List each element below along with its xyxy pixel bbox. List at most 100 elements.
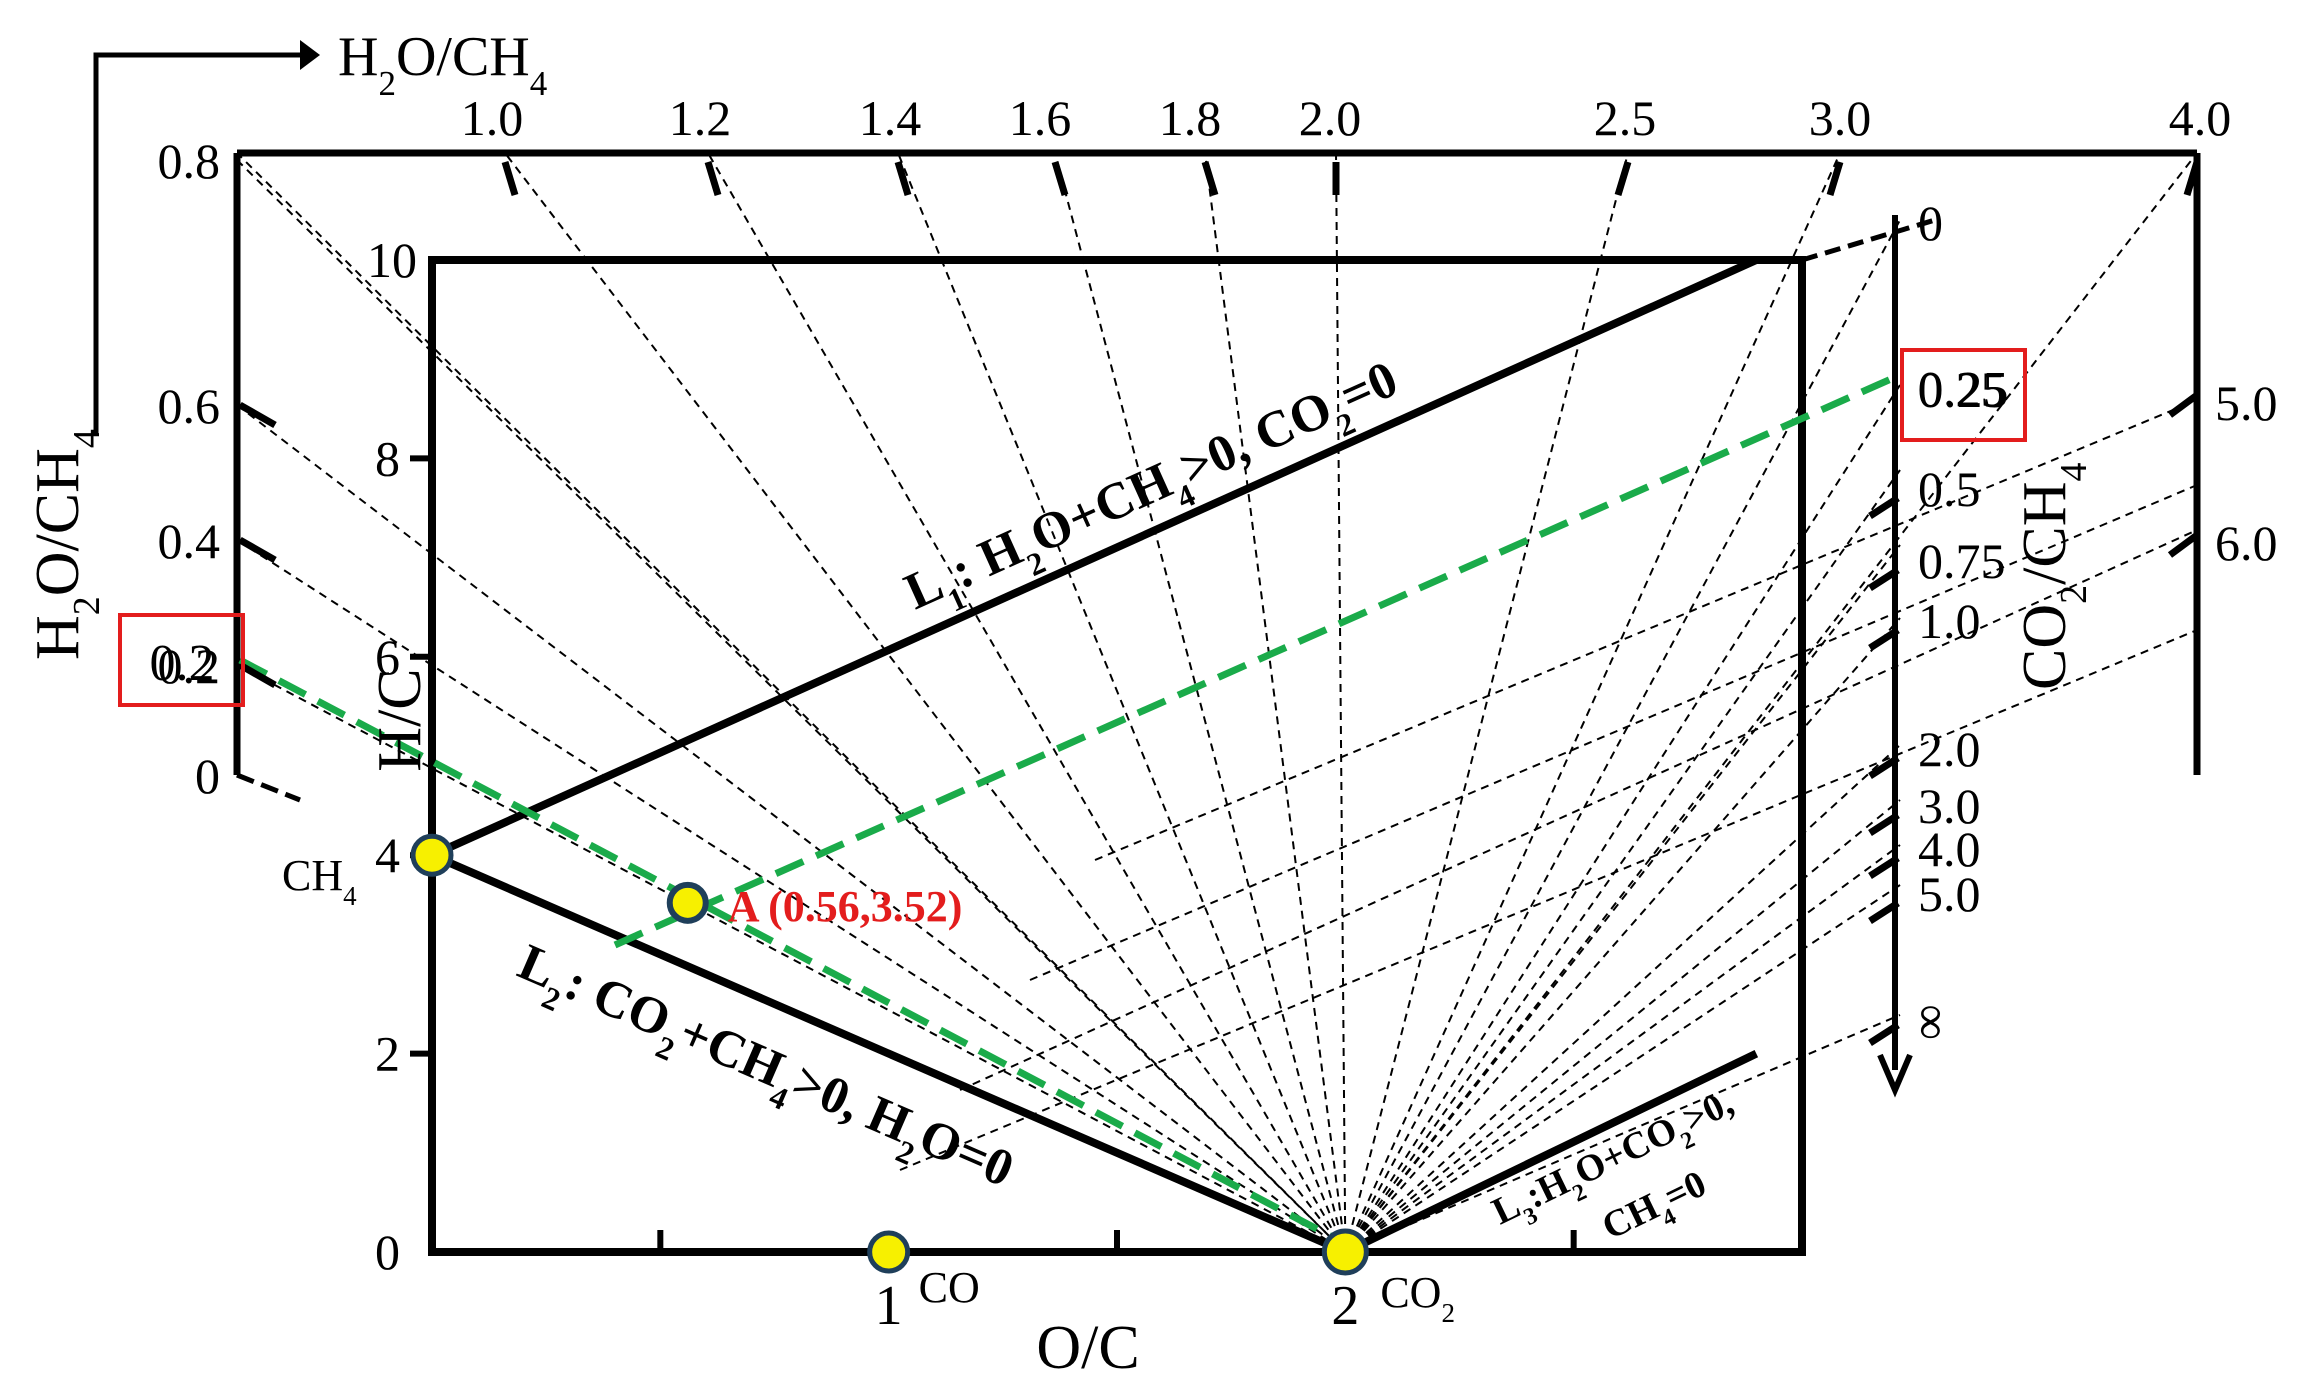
co2-tick-label: ∞ [1900, 1004, 1956, 1040]
fan-line [897, 152, 1347, 1253]
co2-ch4-axis: 0 0.25 0.5 0.751.0 2.03.04.05.0 ∞ CO2/CH4 [1868, 195, 2095, 1098]
top-tick-mark [894, 160, 912, 197]
highlight-value-h2o: 0.2 [150, 635, 215, 692]
fan-line [236, 404, 1346, 1253]
co2-tick-mark [1868, 812, 1900, 836]
line-label-L1: L1: H2O+CH4>0, CO2=0 [897, 351, 1412, 633]
h2o-ch4-axis-label: H2O/CH4 [24, 429, 108, 660]
boundary-lines [430, 256, 1759, 1256]
left-tick-label: 0.2 [158, 638, 221, 694]
plot-border [428, 256, 1806, 1256]
co2-tick-mark [1868, 900, 1900, 924]
fan-line [1344, 469, 1901, 1253]
fan-line [1344, 152, 2198, 1253]
h2o-ch4-arrow-label: H2O/CH4 [338, 26, 547, 103]
fan-line [1344, 744, 1901, 1253]
plot-frame [428, 256, 1806, 1256]
outer-tick-mark [2167, 392, 2200, 418]
fan-line [899, 629, 2198, 1171]
fan-line [1204, 152, 1347, 1253]
x-axis-label: O/C [1036, 1314, 1139, 1382]
fan-line [1344, 617, 1901, 1253]
top-tick-mark [704, 160, 722, 197]
fan-line [1344, 152, 1629, 1253]
h2o-ch4-arrow [93, 40, 320, 435]
left-tick-label: 0 [195, 748, 220, 804]
top-tick-label: 1.2 [669, 90, 732, 146]
line-labels: L1: H2O+CH4>0, CO2=0 L2: CO2+CH4>0, H2O=0… [510, 351, 1740, 1249]
fan-line [959, 529, 2198, 1091]
left-tick-mark [238, 661, 277, 689]
highlight-box-h2o [118, 613, 245, 707]
y-tick-label: 10 [367, 232, 417, 288]
outer-tick-mark [2167, 532, 2200, 558]
co2-tick-label: 3.0 [1918, 778, 1981, 834]
top-tick-label: 2.0 [1299, 90, 1362, 146]
boundary-line-L3 [1343, 1049, 1759, 1256]
highlight-boxes: 0.2 0.25 [118, 348, 2027, 707]
fan-line [236, 159, 1347, 1253]
co2-ch4-axis-label: CO2/CH4 [2011, 463, 2095, 691]
fan-line [1029, 484, 2198, 981]
fan-line [1344, 384, 1901, 1253]
co2-tick-label: 5.0 [1918, 866, 1981, 922]
fan-line [1344, 799, 1901, 1253]
y-tick-label: 0 [375, 1224, 400, 1280]
fan-line [1094, 399, 2198, 861]
fan-line [236, 539, 1346, 1253]
co2-tick-mark [1868, 855, 1900, 879]
co2-tick-mark [1868, 1022, 1900, 1046]
y-tick-label: 6 [375, 629, 400, 685]
data-points: CH4 CO CO2 A (0.56,3.52) [282, 833, 1455, 1328]
boundary-line-L1 [430, 256, 1758, 859]
fan-line [504, 152, 1347, 1253]
fan-line [1344, 1014, 1901, 1253]
guide-line-co2 [613, 371, 1902, 949]
top-tick-label: 1.0 [461, 90, 524, 146]
fan-line [1344, 152, 1841, 1253]
point-A [666, 881, 709, 924]
left-tick-label: 0.6 [158, 378, 221, 434]
top-tick-label: 3.0 [1809, 90, 1872, 146]
co2-tick-label: 0 [1918, 195, 1943, 251]
outer-tick-label: 6.0 [2215, 515, 2278, 571]
co2-tick-mark [1868, 495, 1900, 519]
co2-ch4-axis-arrow [1877, 1053, 1913, 1098]
fan-line [1344, 844, 1901, 1253]
top-tick-label: 2.5 [1594, 90, 1657, 146]
point-CO [867, 1230, 911, 1274]
x-tick-label: 2 [1331, 1275, 1359, 1337]
top-tick-label: 1.4 [859, 90, 922, 146]
outer-scale-frame [233, 149, 2201, 803]
top-tick-mark [501, 160, 519, 197]
top-tick-mark [1201, 160, 1219, 197]
left-tick-mark [238, 401, 277, 429]
co2-tick-label: 1.0 [1918, 593, 1981, 649]
left-tick-label: 0.4 [158, 513, 221, 569]
y-tick-label: 8 [375, 430, 400, 486]
fan-line [1054, 152, 1347, 1253]
point-label-CO2: CO2 [1380, 1268, 1455, 1328]
top-tick-mark [1614, 160, 1632, 197]
h2o-ch4-left-ticks: 0.8 0.6 0.4 0.2 0 [158, 133, 277, 804]
top-tick-mark [1051, 160, 1069, 197]
top-tick-label: 1.6 [1009, 90, 1072, 146]
co2-tick-label: 0.25 [1918, 361, 2006, 417]
x-tick-label: 1 [875, 1275, 903, 1337]
left-tick-label: 0.8 [158, 133, 221, 189]
boundary-line-L2 [430, 851, 1347, 1256]
point-CO2 [1321, 1228, 1369, 1276]
highlight-box-co2 [1900, 348, 2027, 442]
co2-tick-label: 4.0 [1918, 821, 1981, 877]
top-tick-mark [1826, 160, 1844, 197]
y-tick-label: 2 [375, 1026, 400, 1082]
co2-tick-label: 2.0 [1918, 721, 1981, 777]
fan-line [1344, 544, 1901, 1253]
fan-line [1801, 217, 1936, 263]
y-tick-label: 4 [375, 827, 400, 883]
fan-line [1335, 152, 1347, 1253]
point-label-A: A (0.56,3.52) [728, 882, 963, 931]
point-CH4 [410, 833, 454, 877]
